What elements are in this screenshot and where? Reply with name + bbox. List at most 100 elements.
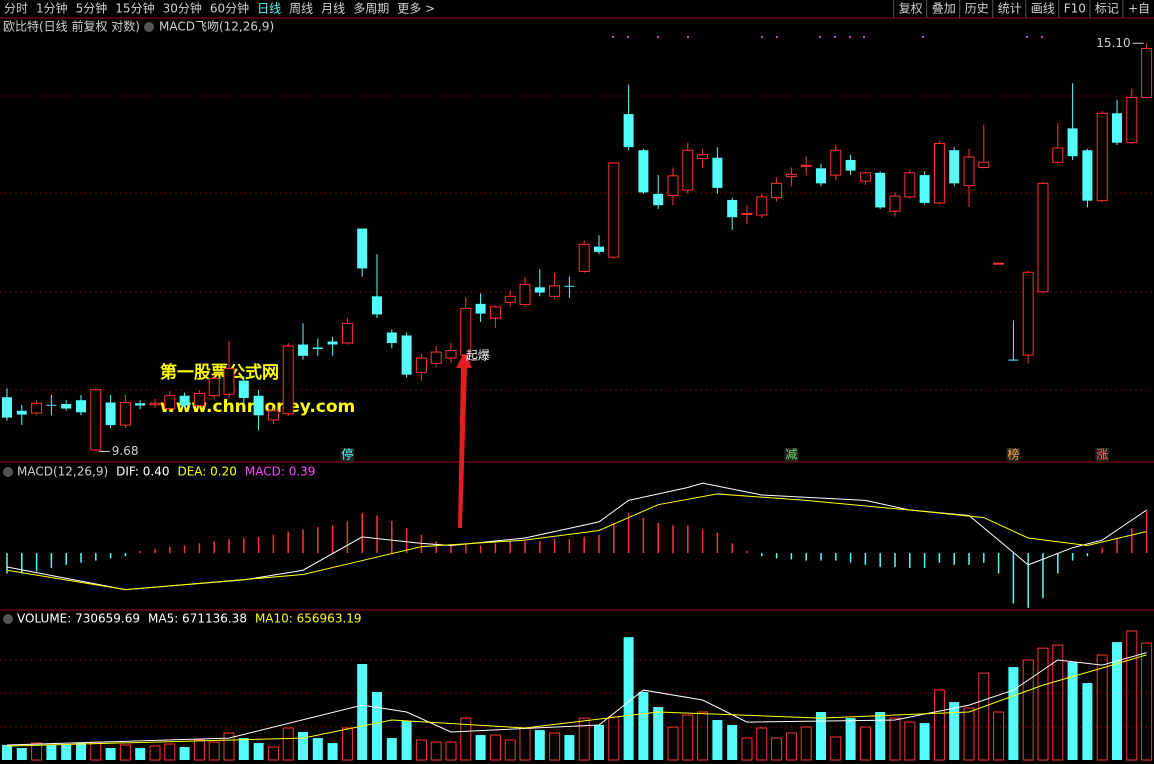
volume-bar <box>76 743 86 760</box>
candle-body <box>298 344 308 356</box>
toolbar-item[interactable]: 日线 <box>257 2 281 16</box>
candle-body <box>1082 150 1093 201</box>
volume-bar <box>534 730 545 760</box>
menu-icon[interactable] <box>144 22 154 32</box>
volume-bar <box>785 732 797 761</box>
signal-box <box>1095 448 1110 462</box>
volume-bar <box>859 726 871 761</box>
legend-entry: MACD: 0.39 <box>245 465 316 479</box>
volume-bar <box>445 741 457 761</box>
legend-entry: DIF: 0.40 <box>116 465 169 479</box>
volume-bar <box>341 727 353 761</box>
volume-bar <box>741 737 753 761</box>
volume-bar <box>193 739 205 761</box>
toolbar-item[interactable]: 周线 <box>289 2 313 16</box>
volume-bar <box>949 702 960 760</box>
candle-body <box>1008 359 1019 361</box>
menu-icon[interactable] <box>3 614 13 624</box>
toolbar-item[interactable]: 5分钟 <box>76 1 108 16</box>
volume-bar <box>549 732 561 761</box>
volume-bar <box>845 718 856 760</box>
candle-body <box>90 389 102 451</box>
candle-body <box>415 357 427 373</box>
menu-icon[interactable] <box>3 467 13 477</box>
candle-body <box>756 196 768 216</box>
volume-bar <box>430 741 442 761</box>
candle-body <box>993 262 1005 265</box>
volume-bar <box>697 711 709 761</box>
stock-title: 欧比特(日线 前复权 对数) <box>3 19 140 34</box>
candle-body <box>119 402 131 426</box>
volume-bar <box>1022 659 1034 761</box>
candle-body <box>727 199 738 218</box>
candle-body <box>208 377 220 397</box>
candle-body <box>46 404 57 406</box>
toolbar-item[interactable]: 更多 > <box>397 2 435 16</box>
volume-bar <box>638 692 649 760</box>
toolbar-button[interactable]: 标记 <box>1095 2 1119 16</box>
toolbar-item[interactable]: 1分钟 <box>36 1 68 16</box>
toolbar-button[interactable]: F10 <box>1064 2 1086 16</box>
candle-body <box>697 154 709 160</box>
toolbar-button[interactable]: +自 <box>1128 2 1150 16</box>
volume-bar <box>727 724 738 760</box>
volume-bar <box>223 732 235 761</box>
volume-bar <box>489 734 501 761</box>
volume-bar <box>179 747 190 760</box>
volume-bar <box>46 744 57 760</box>
candle-body <box>608 162 620 258</box>
volume-bar <box>1112 642 1122 760</box>
candle-body <box>712 157 723 188</box>
toolbar-button[interactable]: 复权 <box>899 2 923 16</box>
volume-bar <box>135 748 146 760</box>
signal-box <box>1006 448 1021 462</box>
candle-body <box>445 350 457 359</box>
candle-body <box>372 296 382 315</box>
signal-label: 涨 <box>1096 447 1108 462</box>
candle-body <box>653 193 664 206</box>
toolbar-button[interactable]: 历史 <box>965 2 989 16</box>
toolbar-button[interactable]: 叠加 <box>932 2 956 16</box>
legend-entry: MA10: 656963.19 <box>255 612 362 626</box>
signal-label: 榜 <box>1007 447 1019 462</box>
toolbar-item[interactable]: 60分钟 <box>210 1 249 16</box>
candle-body <box>564 285 575 287</box>
toolbar-button[interactable]: 统计 <box>998 2 1022 16</box>
candle-body <box>223 368 235 395</box>
candle-body <box>830 149 842 176</box>
arrow <box>456 350 472 528</box>
volume-bar <box>933 689 945 761</box>
volume-bar <box>2 744 12 760</box>
candle-body <box>859 172 871 182</box>
candle-body <box>2 397 12 418</box>
volume-bar <box>1096 654 1108 761</box>
candle-body <box>875 172 886 208</box>
extreme-label: 15.10 <box>1096 36 1130 50</box>
candle-body <box>179 395 190 406</box>
candle-body <box>341 322 353 344</box>
signal-dots <box>612 36 1043 38</box>
volume-bar <box>904 721 916 761</box>
toolbar-item[interactable]: 多周期 <box>353 2 389 16</box>
volume-bar <box>415 739 427 761</box>
volume-bar <box>623 637 634 760</box>
volume-bar <box>919 723 930 760</box>
volume-bar <box>504 739 516 761</box>
volume-bar <box>816 712 826 760</box>
volume-bar <box>564 735 575 760</box>
toolbar-item[interactable]: 30分钟 <box>163 1 202 16</box>
volume-bar <box>594 724 604 760</box>
toolbar-item[interactable]: 15分钟 <box>115 1 154 16</box>
volume-bar <box>1082 683 1093 760</box>
toolbar-button[interactable]: 画线 <box>1031 2 1055 16</box>
volume-bar <box>712 720 723 760</box>
indicator-line <box>6 482 1147 591</box>
volume-bar <box>267 746 279 761</box>
candle-body <box>549 285 561 297</box>
indicator-title: MACD(12,26,9) <box>17 465 108 479</box>
toolbar-item[interactable]: 月线 <box>321 2 345 16</box>
toolbar-item[interactable]: 分时 <box>4 2 28 16</box>
candle-body <box>460 307 472 356</box>
